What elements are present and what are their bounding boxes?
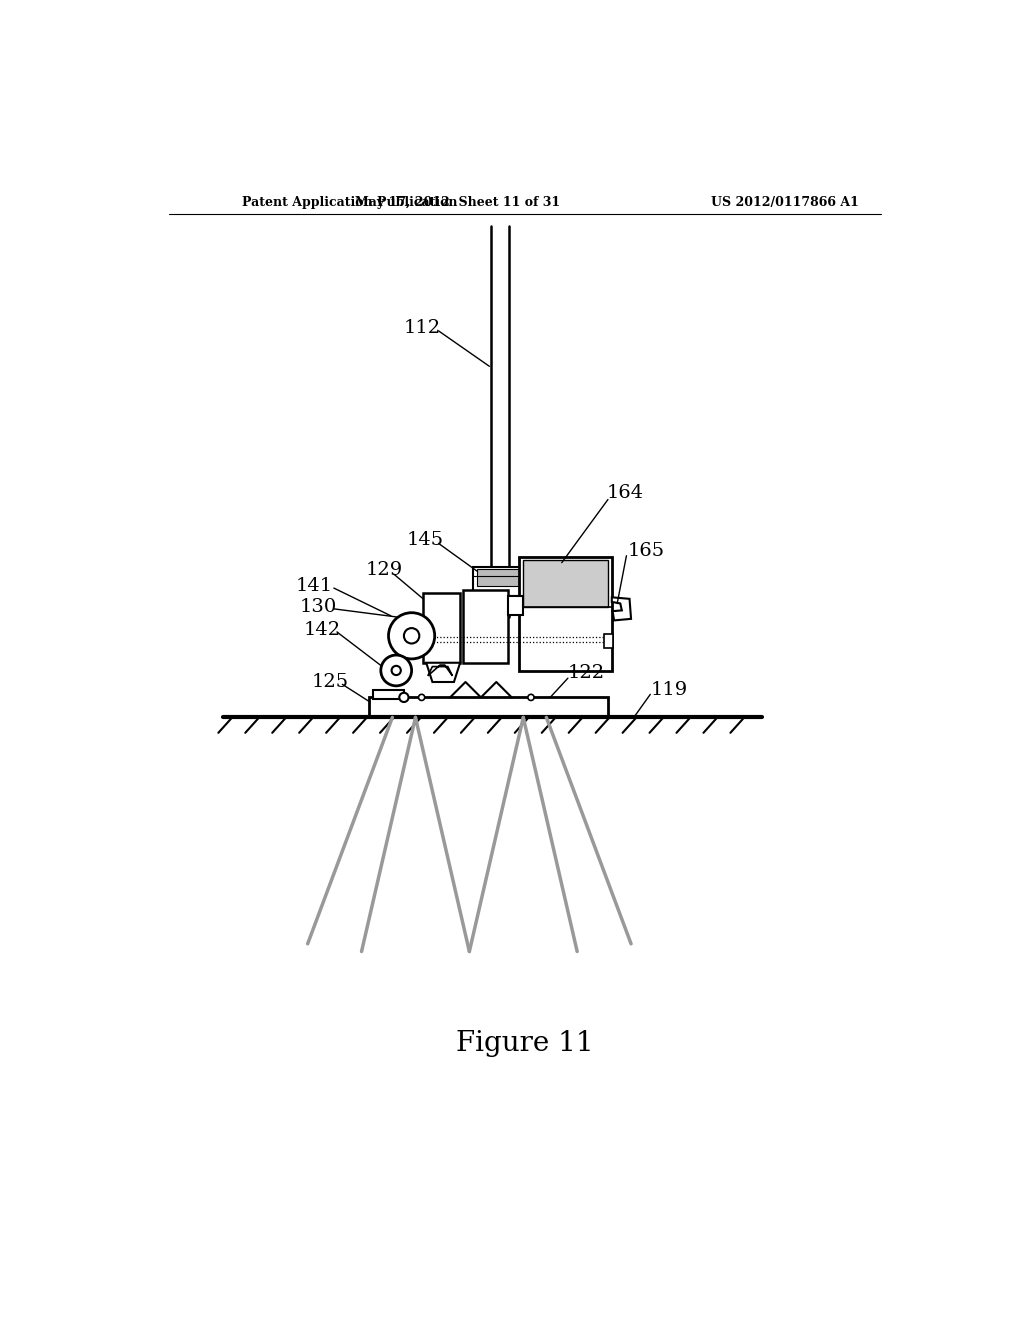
Text: 112: 112 bbox=[403, 319, 441, 337]
Text: 122: 122 bbox=[568, 664, 605, 681]
Bar bbox=[477, 569, 545, 586]
Text: 141: 141 bbox=[296, 577, 333, 595]
Text: 130: 130 bbox=[300, 598, 337, 616]
Text: 142: 142 bbox=[304, 620, 341, 639]
Circle shape bbox=[391, 665, 400, 675]
Text: 164: 164 bbox=[606, 484, 643, 503]
Text: 119: 119 bbox=[650, 681, 687, 698]
Text: 165: 165 bbox=[628, 543, 665, 560]
Circle shape bbox=[419, 694, 425, 701]
Text: 129: 129 bbox=[366, 561, 402, 579]
Polygon shape bbox=[428, 665, 453, 676]
Circle shape bbox=[403, 628, 419, 644]
Bar bbox=[523, 560, 608, 607]
Bar bbox=[519, 557, 611, 671]
Text: Figure 11: Figure 11 bbox=[456, 1031, 594, 1057]
Polygon shape bbox=[611, 597, 631, 620]
Text: 125: 125 bbox=[311, 673, 348, 690]
Circle shape bbox=[399, 693, 409, 702]
Bar bbox=[604, 635, 613, 648]
Bar bbox=[463, 590, 508, 663]
Circle shape bbox=[388, 612, 435, 659]
Text: US 2012/0117866 A1: US 2012/0117866 A1 bbox=[711, 195, 859, 209]
Bar bbox=[373, 689, 403, 700]
Bar bbox=[370, 697, 608, 718]
Polygon shape bbox=[426, 663, 460, 682]
Circle shape bbox=[528, 694, 535, 701]
Text: May 17, 2012  Sheet 11 of 31: May 17, 2012 Sheet 11 of 31 bbox=[355, 195, 560, 209]
Bar bbox=[473, 566, 550, 595]
Circle shape bbox=[381, 655, 412, 686]
Text: 145: 145 bbox=[407, 531, 443, 549]
Bar bbox=[423, 594, 460, 663]
Text: Patent Application Publication: Patent Application Publication bbox=[243, 195, 458, 209]
Bar bbox=[508, 595, 523, 615]
